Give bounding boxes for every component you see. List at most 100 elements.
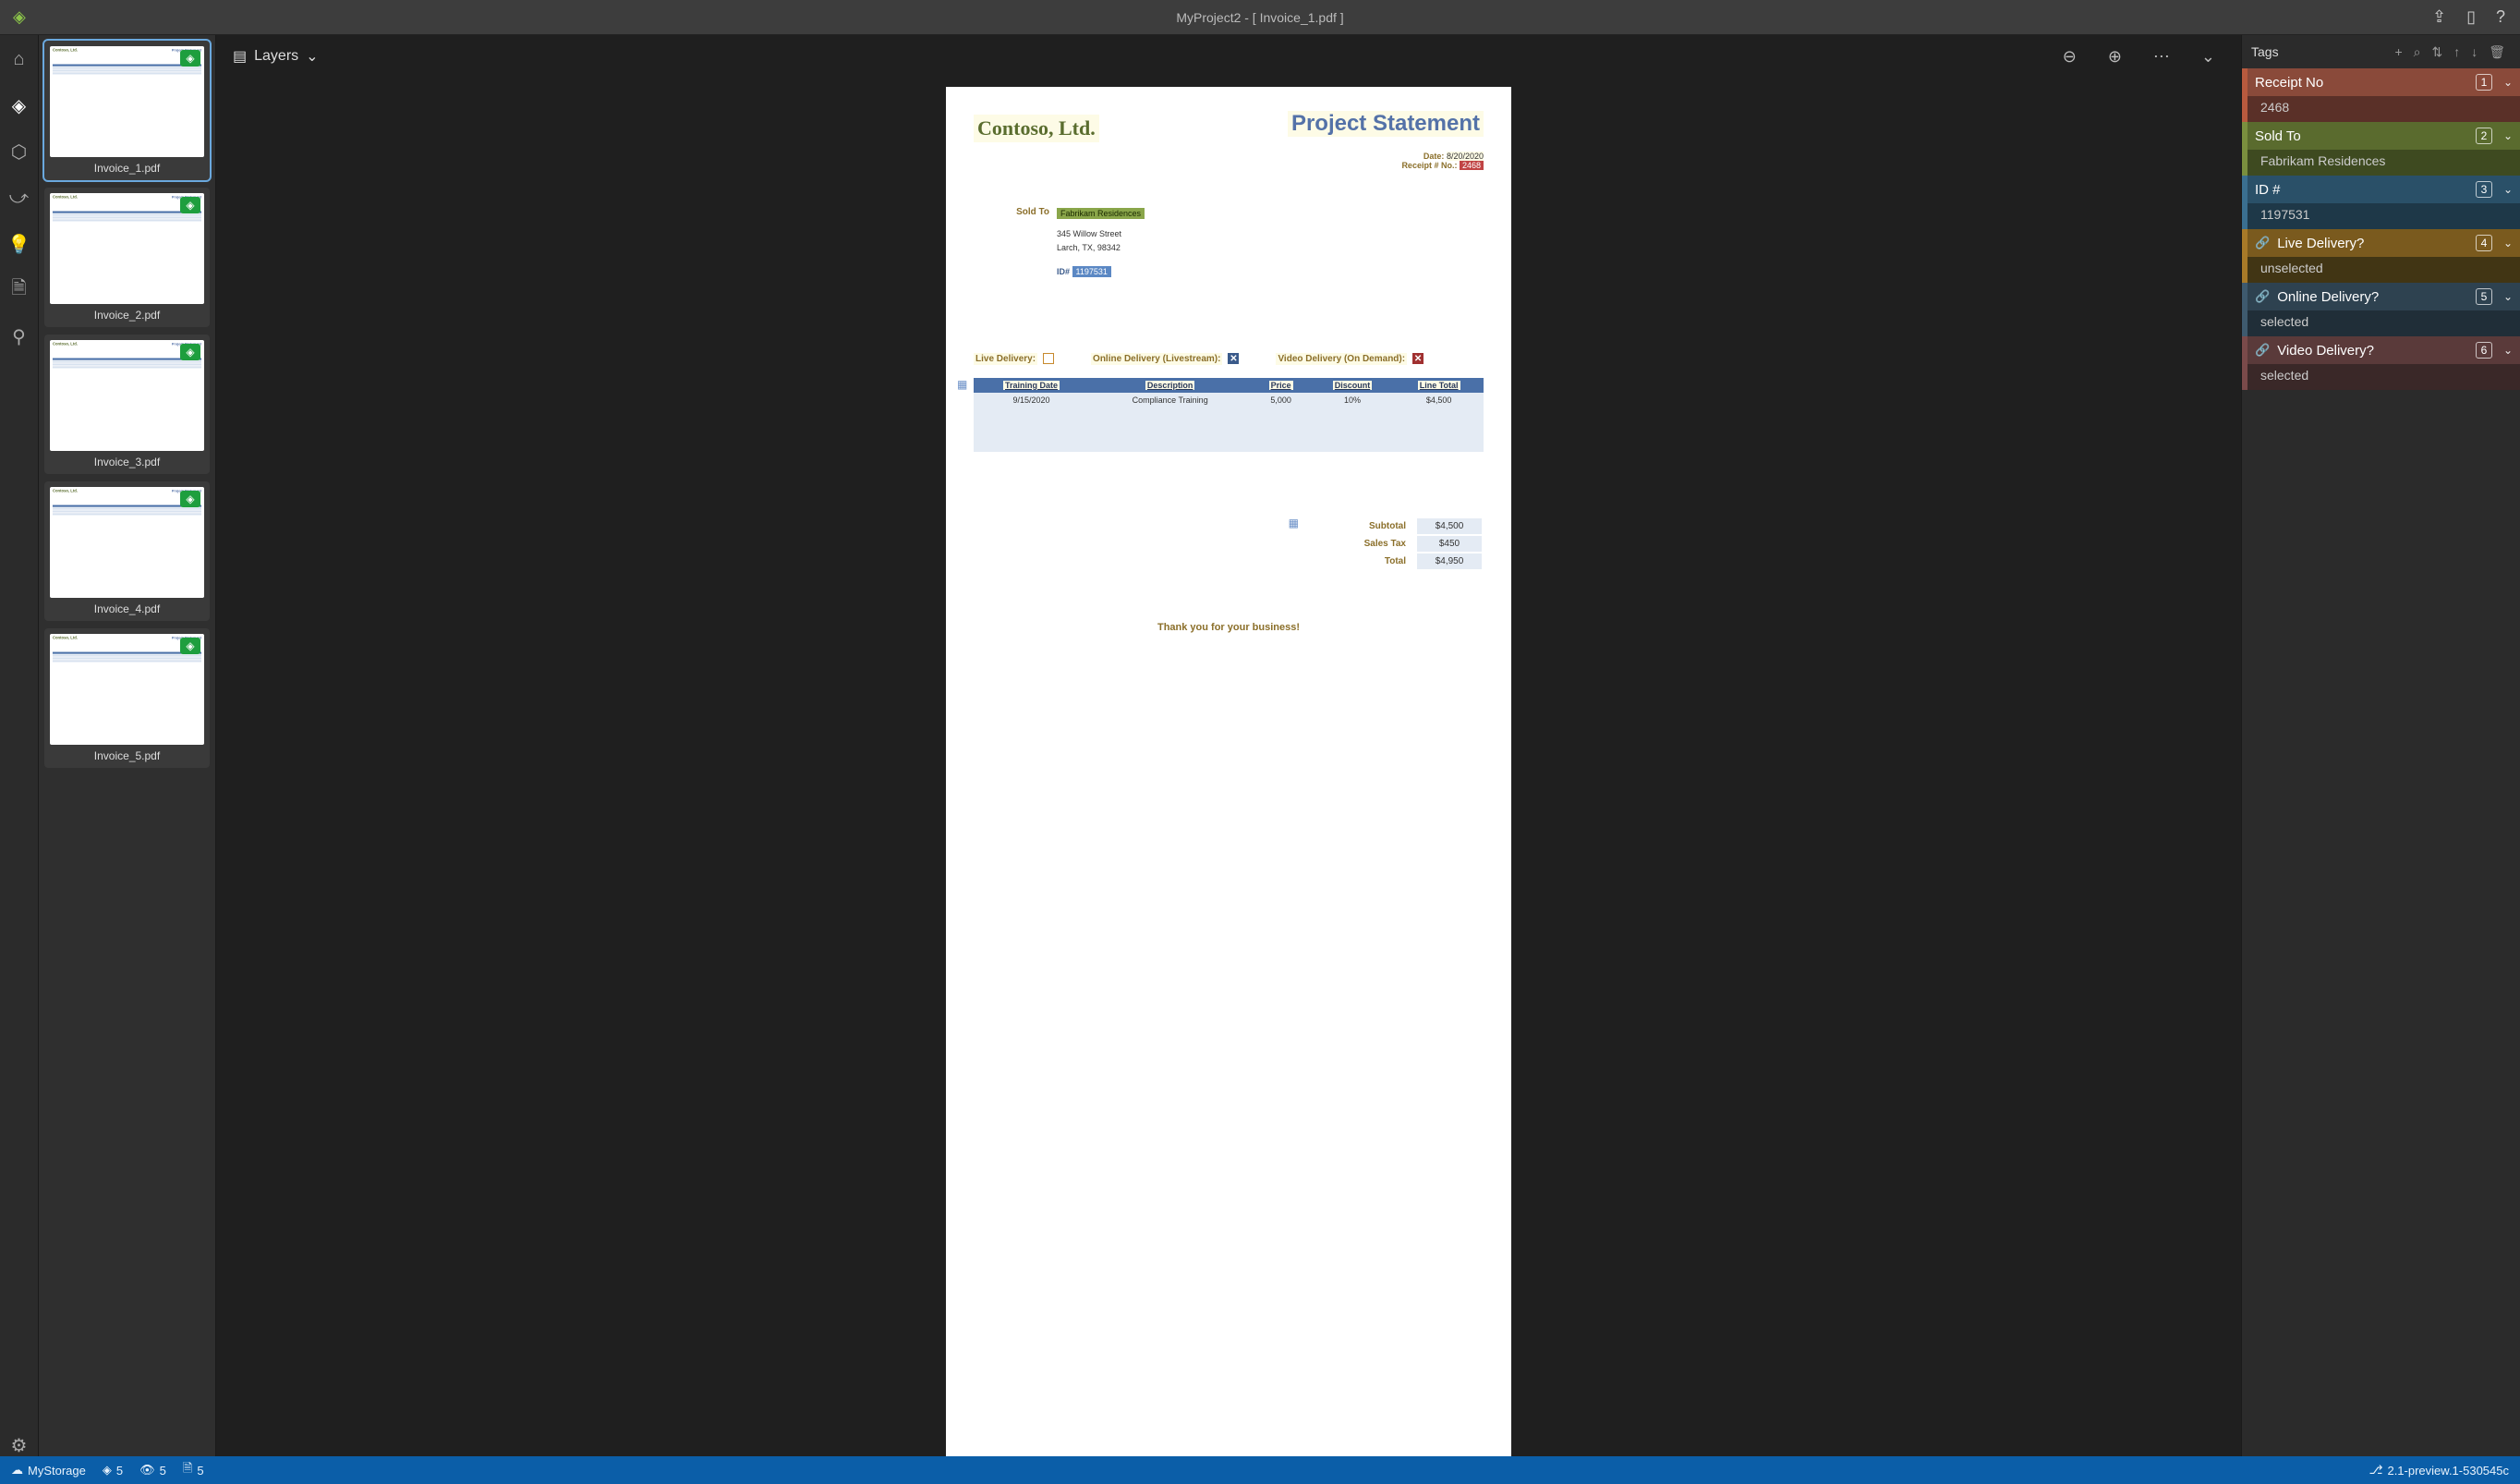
zoom-in-icon[interactable]: ⊕ <box>2099 47 2131 67</box>
plug-icon[interactable]: ⚲ <box>8 325 30 347</box>
column-header: Discount <box>1311 378 1394 393</box>
tag-header[interactable]: 🔗 Live Delivery? 4 ⌄ <box>2247 229 2520 257</box>
thumbnail-label: Invoice_1.pdf <box>50 157 204 175</box>
link-icon: 🔗 <box>2255 236 2270 250</box>
delete-tag-icon[interactable]: 🗑 <box>2483 44 2511 60</box>
cloud-icon: ☁ <box>11 1463 23 1478</box>
thumbnail-item[interactable]: Contoso, Ltd. Project Statement ◈ Invoic… <box>44 481 210 621</box>
tag-item[interactable]: Receipt No 1 ⌄ 2468 <box>2242 68 2520 122</box>
search-tag-icon[interactable]: ⌕ <box>2408 44 2427 60</box>
share-icon[interactable]: ⇪ <box>2432 7 2446 27</box>
tag-item[interactable]: 🔗 Video Delivery? 6 ⌄ selected <box>2242 336 2520 390</box>
chevron-down-icon[interactable]: ⌄ <box>2500 344 2513 357</box>
tag-value: 2468 <box>2247 96 2520 122</box>
tags-title: Tags <box>2251 44 2279 59</box>
more-icon[interactable]: ⋯ <box>2144 47 2179 67</box>
reorder-icon[interactable]: ⇅ <box>2426 44 2448 60</box>
receiptno-label: Receipt # No.: <box>1401 161 1457 170</box>
soldto-name: Fabrikam Residences <box>1057 208 1145 219</box>
layers-button[interactable]: ▤ Layers ⌄ <box>233 47 319 66</box>
zoom-out-icon[interactable]: ⊖ <box>2054 47 2086 67</box>
chevron-down-icon[interactable]: ⌄ <box>2500 290 2513 303</box>
thumbnail-panel: Contoso, Ltd. Project Statement ◈ Invoic… <box>39 35 216 1456</box>
panel-icon[interactable]: ▯ <box>2466 7 2476 27</box>
tag-value: selected <box>2247 364 2520 390</box>
chevron-down-icon[interactable]: ⌄ <box>2500 129 2513 142</box>
salestax-value: $450 <box>1417 536 1482 552</box>
settings-icon[interactable]: ⚙ <box>8 1434 30 1456</box>
salestax-label: Sales Tax <box>1355 536 1415 552</box>
tagged-badge-icon: ◈ <box>180 491 200 507</box>
tagged-badge-icon: ◈ <box>180 50 200 67</box>
title-bar: ◈ MyProject2 - [ Invoice_1.pdf ] ⇪ ▯ ? <box>0 0 2520 35</box>
chevron-down-icon[interactable]: ⌄ <box>2500 237 2513 249</box>
tag-value: 1197531 <box>2247 203 2520 229</box>
document-viewport[interactable]: Contoso, Ltd. Project Statement Date: 8/… <box>216 78 2241 1456</box>
date-value: 8/20/2020 <box>1447 152 1484 161</box>
table-row <box>974 430 1484 441</box>
id-value: 1197531 <box>1072 266 1111 277</box>
live-delivery-checkbox <box>1043 353 1054 364</box>
tags-header: Tags + ⌕ ⇅ ↑ ↓ 🗑 <box>2242 35 2520 68</box>
tag-header[interactable]: 🔗 Video Delivery? 6 ⌄ <box>2247 336 2520 364</box>
tag-icon[interactable]: ◈ <box>8 94 30 116</box>
doc-icon: 🗎 <box>183 1460 192 1480</box>
tag-header[interactable]: 🔗 Online Delivery? 5 ⌄ <box>2247 283 2520 310</box>
tag-value: unselected <box>2247 257 2520 283</box>
move-up-icon[interactable]: ↑ <box>2448 44 2465 59</box>
tag-item[interactable]: 🔗 Online Delivery? 5 ⌄ selected <box>2242 283 2520 336</box>
tagged-count[interactable]: ◈5 <box>103 1463 123 1478</box>
tag-header[interactable]: Sold To 2 ⌄ <box>2247 122 2520 150</box>
layers-icon: ▤ <box>233 47 247 66</box>
chevron-down-icon: ⌄ <box>306 47 318 66</box>
tagged-badge-icon: ◈ <box>180 197 200 213</box>
totals-table: Subtotal$4,500 Sales Tax$450 Total$4,950 <box>1353 517 1484 571</box>
collapse-icon[interactable]: ⌄ <box>2192 47 2224 67</box>
merge-icon[interactable]: ⤻ <box>8 187 30 209</box>
tag-name: ID # <box>2255 182 2468 198</box>
thumbnail-item[interactable]: Contoso, Ltd. Project Statement ◈ Invoic… <box>44 335 210 474</box>
storage-status[interactable]: ☁MyStorage <box>11 1463 86 1478</box>
invoice-table: Training DateDescriptionPriceDiscountLin… <box>974 378 1484 452</box>
tag-header[interactable]: ID # 3 ⌄ <box>2247 176 2520 203</box>
thumbnail-item[interactable]: Contoso, Ltd. Project Statement ◈ Invoic… <box>44 188 210 327</box>
table-row: 9/15/2020Compliance Training5,00010%$4,5… <box>974 393 1484 407</box>
viewed-count[interactable]: 👁5 <box>139 1463 166 1478</box>
chevron-down-icon[interactable]: ⌄ <box>2500 183 2513 196</box>
tag-item[interactable]: Sold To 2 ⌄ Fabrikam Residences <box>2242 122 2520 176</box>
eye-icon: 👁 <box>139 1463 155 1478</box>
app-logo-icon: ◈ <box>13 7 26 27</box>
thumbnail-item[interactable]: Contoso, Ltd. Project Statement ◈ Invoic… <box>44 628 210 768</box>
tag-value: selected <box>2247 310 2520 336</box>
tagged-badge-icon: ◈ <box>180 638 200 654</box>
export-icon[interactable]: 🗎 <box>8 279 30 301</box>
thumbnail-item[interactable]: Contoso, Ltd. Project Statement ◈ Invoic… <box>44 41 210 180</box>
chevron-down-icon[interactable]: ⌄ <box>2500 76 2513 89</box>
version-info[interactable]: ⎇2.1-preview.1-530545c <box>2369 1463 2509 1478</box>
home-icon[interactable]: ⌂ <box>8 48 30 70</box>
thank-you-text: Thank you for your business! <box>974 622 1484 633</box>
table-row <box>974 441 1484 452</box>
lightbulb-icon[interactable]: 💡 <box>8 233 30 255</box>
tag-shortcut-key: 2 <box>2476 128 2492 144</box>
receiptno-value: 2468 <box>1460 161 1484 170</box>
help-icon[interactable]: ? <box>2496 7 2505 27</box>
tag-header[interactable]: Receipt No 1 ⌄ <box>2247 68 2520 96</box>
add-tag-icon[interactable]: + <box>2389 44 2407 59</box>
table-region-icon: ▦ <box>957 378 967 391</box>
tag-name: Video Delivery? <box>2277 343 2468 359</box>
tags-panel: Tags + ⌕ ⇅ ↑ ↓ 🗑 Receipt No 1 ⌄ 2468 Sol… <box>2241 35 2520 1456</box>
delivery-options: Live Delivery: Online Delivery (Livestre… <box>974 353 1484 365</box>
total-label: Total <box>1355 553 1415 569</box>
move-down-icon[interactable]: ↓ <box>2465 44 2483 59</box>
soldto-address-2: Larch, TX, 98342 <box>1057 243 1121 252</box>
document-toolbar: ▤ Layers ⌄ ⊖ ⊕ ⋯ ⌄ <box>216 35 2241 78</box>
link-icon: 🔗 <box>2255 343 2270 358</box>
thumbnail-preview: Contoso, Ltd. Project Statement ◈ <box>50 634 204 745</box>
model-icon[interactable]: ⬡ <box>8 140 30 163</box>
activity-bar: ⌂ ◈ ⬡ ⤻ 💡 🗎 ⚲ ⚙ <box>0 35 39 1456</box>
docs-count[interactable]: 🗎5 <box>183 1460 204 1480</box>
status-bar: ☁MyStorage ◈5 👁5 🗎5 ⎇2.1-preview.1-53054… <box>0 1456 2520 1484</box>
tag-item[interactable]: ID # 3 ⌄ 1197531 <box>2242 176 2520 229</box>
tag-item[interactable]: 🔗 Live Delivery? 4 ⌄ unselected <box>2242 229 2520 283</box>
